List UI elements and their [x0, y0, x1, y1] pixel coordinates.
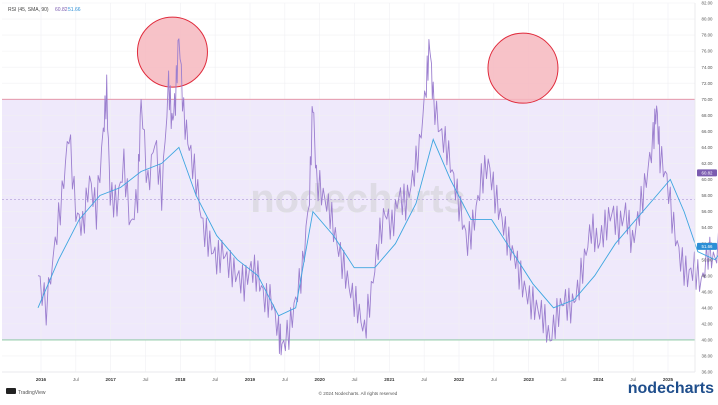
x-tick-label: Jul [421, 377, 427, 382]
ma-series-line [37, 138, 718, 317]
x-tick-label: 2020 [315, 377, 326, 382]
y-tick-label: 58.00 [702, 193, 714, 198]
y-tick-label: 42.00 [702, 321, 714, 326]
y-tick-label: 76.00 [702, 49, 714, 54]
highlight-circle [136, 16, 208, 88]
ma-last-value-badge: 51.66 [702, 244, 714, 249]
x-tick-label: Jul [282, 377, 288, 382]
y-tick-label: 70.00 [702, 97, 714, 102]
y-tick-label: 78.00 [702, 33, 714, 38]
x-tick-label: 2018 [175, 377, 186, 382]
rsi-readout: 60.82 [55, 7, 68, 13]
x-tick-label: 2022 [454, 377, 465, 382]
y-tick-label: 50.00 [702, 257, 714, 262]
x-tick-label: Jul [212, 377, 218, 382]
y-tick-label: 68.00 [702, 113, 714, 118]
x-tick-label: Jul [561, 377, 567, 382]
y-tick-label: 74.00 [702, 65, 714, 70]
copyright: © 2024 Nodecharts. All rights reserved [319, 390, 398, 396]
x-tick-label: 2017 [106, 377, 117, 382]
y-tick-label: 46.00 [702, 289, 714, 294]
y-tick-label: 80.00 [702, 17, 714, 22]
x-tick-label: 2016 [36, 377, 47, 382]
indicator-label: RSI (45, SMA, 90) [8, 7, 49, 13]
x-tick-label: Jul [73, 377, 79, 382]
watermark: nodecharts [250, 177, 466, 221]
x-tick-label: Jul [630, 377, 636, 382]
x-tick-label: 2025 [663, 377, 674, 382]
y-tick-label: 40.00 [702, 338, 714, 343]
rsi-series-line [37, 38, 718, 356]
y-tick-label: 64.00 [702, 145, 714, 150]
y-tick-label: 60.00 [702, 177, 714, 182]
x-tick-label: 2021 [384, 377, 395, 382]
y-tick-label: 82.00 [702, 1, 714, 6]
y-tick-label: 44.00 [702, 305, 714, 310]
ma-readout: 51.66 [68, 7, 81, 13]
x-tick-label: 2023 [524, 377, 535, 382]
highlight-circle [487, 32, 559, 104]
rsi-last-value-badge: 60.82 [702, 171, 714, 176]
y-tick-label: 62.00 [702, 161, 714, 166]
tradingview-label: TradingView [18, 390, 46, 396]
rsi-last-value-badge-bg [697, 169, 717, 177]
x-tick-label: 2024 [593, 377, 604, 382]
tradingview-logo-icon [6, 388, 16, 394]
y-tick-label: 72.00 [702, 81, 714, 86]
x-tick-label: 2019 [245, 377, 256, 382]
ma-last-value-badge-bg [697, 242, 717, 250]
x-tick-label: Jul [491, 377, 497, 382]
x-tick-label: Jul [143, 377, 149, 382]
y-tick-label: 66.00 [702, 129, 714, 134]
y-tick-label: 48.00 [702, 273, 714, 278]
y-tick-label: 56.00 [702, 209, 714, 214]
brand-logo: nodecharts [628, 380, 714, 397]
y-tick-label: 38.00 [702, 354, 714, 359]
y-tick-label: 54.00 [702, 225, 714, 230]
x-tick-label: Jul [352, 377, 358, 382]
y-tick-label: 36.00 [702, 370, 714, 375]
